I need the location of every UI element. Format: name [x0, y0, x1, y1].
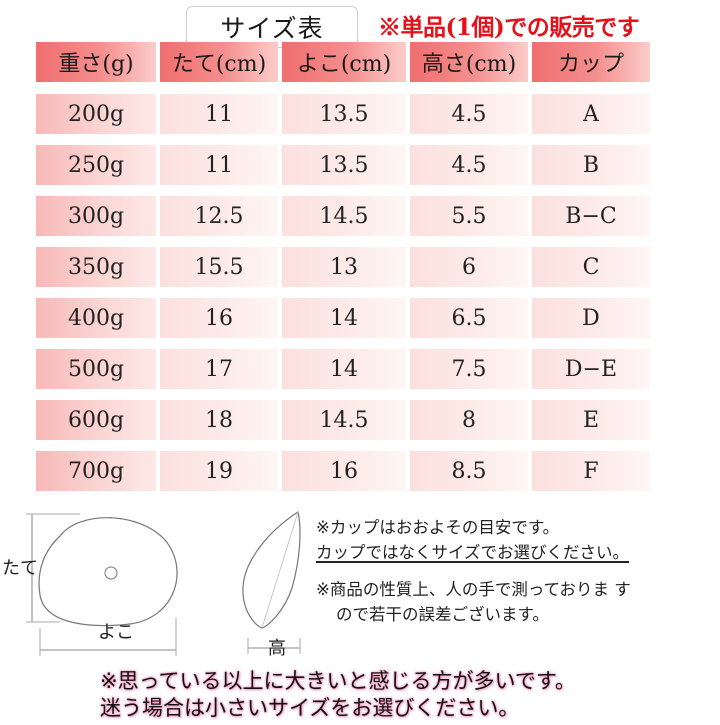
- measurement-error-note-cont: ので若干の誤差ございます。: [336, 605, 549, 624]
- cell-length: 11: [160, 94, 278, 134]
- cell-cup: F: [532, 451, 650, 491]
- header-height: 高さ(cm): [410, 42, 528, 82]
- cup-guide-note: ※カップはおおよその目安です。: [316, 518, 560, 537]
- cell-length: 16: [160, 298, 278, 338]
- cell-cup: A: [532, 94, 650, 134]
- cell-weight: 600g: [36, 400, 156, 440]
- cell-length: 19: [160, 451, 278, 491]
- cell-weight: 400g: [36, 298, 156, 338]
- size-chart-title: サイズ表: [186, 6, 358, 48]
- measurement-error-note: ※商品の性質上、人の手で測っておりま す: [316, 580, 631, 599]
- cell-width: 14: [282, 298, 406, 338]
- cell-height: 4.5: [410, 94, 528, 134]
- cell-width: 16: [282, 451, 406, 491]
- cell-weight: 250g: [36, 145, 156, 185]
- pad-outline-drawing: [26, 511, 301, 656]
- cell-width: 14.5: [282, 400, 406, 440]
- pad-shape-diagram: たて よこ 高: [0, 500, 330, 670]
- cell-height: 7.5: [410, 349, 528, 389]
- cell-height: 8.5: [410, 451, 528, 491]
- cell-length: 11: [160, 145, 278, 185]
- header-weight: 重さ(g): [36, 42, 156, 82]
- single-item-sale-note: ※単品(1個)での販売です: [378, 14, 640, 41]
- cell-height: 8: [410, 400, 528, 440]
- height-dimension-label: たて: [2, 558, 38, 579]
- width-dimension-label: よこ: [98, 622, 134, 643]
- choose-smaller-note: 迷う場合は小さいサイズをお選びください。: [100, 696, 520, 720]
- cell-weight: 300g: [36, 196, 156, 236]
- header-cup: カップ: [532, 42, 650, 82]
- depth-dimension-label: 高: [268, 638, 286, 659]
- cell-cup: C: [532, 247, 650, 287]
- cell-cup: D−E: [532, 349, 650, 389]
- cell-length: 18: [160, 400, 278, 440]
- cell-length: 12.5: [160, 196, 278, 236]
- cell-cup: B: [532, 145, 650, 185]
- cell-cup: E: [532, 400, 650, 440]
- cell-weight: 700g: [36, 451, 156, 491]
- cell-weight: 200g: [36, 94, 156, 134]
- cell-height: 6: [410, 247, 528, 287]
- cell-width: 13: [282, 247, 406, 287]
- cell-height: 4.5: [410, 145, 528, 185]
- cell-length: 15.5: [160, 247, 278, 287]
- cell-weight: 500g: [36, 349, 156, 389]
- cell-length: 17: [160, 349, 278, 389]
- cell-cup: B−C: [532, 196, 650, 236]
- header-width: よこ(cm): [282, 42, 406, 82]
- choose-by-size-note: カップではなくサイズでお選びください。: [316, 543, 630, 562]
- cell-width: 13.5: [282, 94, 406, 134]
- cell-width: 14: [282, 349, 406, 389]
- sizing-advice-note: ※思っている以上に大きいと感じる方が多いです。 迷う場合は小さいサイズをお選びく…: [100, 668, 700, 722]
- cell-height: 6.5: [410, 298, 528, 338]
- header-length: たて(cm): [160, 42, 278, 82]
- cell-height: 5.5: [410, 196, 528, 236]
- cell-cup: D: [532, 298, 650, 338]
- size-notes: ※カップはおおよその目安です。 カップではなくサイズでお選びください。 ※商品の…: [316, 515, 631, 627]
- cell-width: 13.5: [282, 145, 406, 185]
- cell-width: 14.5: [282, 196, 406, 236]
- larger-than-expected-note: ※思っている以上に大きいと感じる方が多いです。: [100, 669, 576, 693]
- cell-weight: 350g: [36, 247, 156, 287]
